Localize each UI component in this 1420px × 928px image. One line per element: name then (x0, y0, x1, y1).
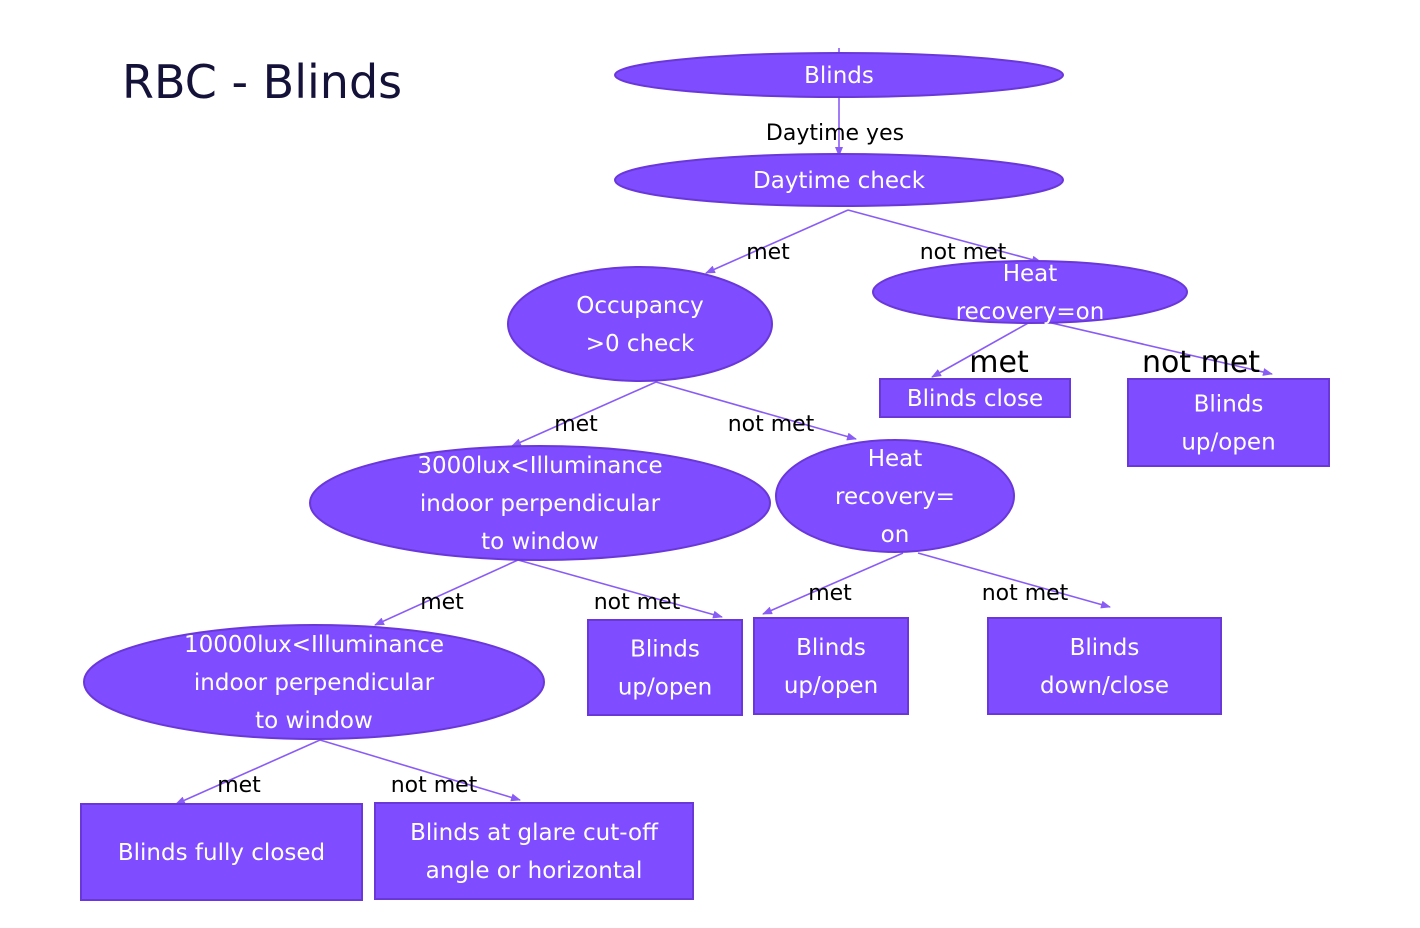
node-blinds-up-open-a: Blinds up/open (587, 619, 743, 716)
node-shape-blinds-up-open-right (1127, 378, 1330, 467)
node-blinds-up-open-right: Blinds up/open (1127, 378, 1330, 467)
node-blinds-fully-closed: Blinds fully closed (80, 803, 363, 901)
node-label-blinds-fully-closed-line-1: Blinds fully closed (118, 840, 325, 866)
edge-daytime-check-to-heat-recovery-top (847, 209, 1042, 264)
node-shape-blinds-glare (374, 802, 694, 900)
node-shape-daytime-check (614, 153, 1064, 207)
node-label-occupancy-check-line-1: Occupancy (576, 293, 704, 319)
node-label-blinds-glare-line-2: angle or horizontal (426, 858, 643, 884)
edge-label-heat-recovery-mid-to-blinds-down-close: not met (982, 581, 1069, 606)
node-label-blinds-up-open-b-line-1: Blinds (796, 635, 866, 661)
node-label-occupancy-check-line-2: >0 check (586, 331, 695, 357)
node-label-illuminance-10000-line-3: to window (255, 708, 373, 734)
edge-label-heat-recovery-top-to-blinds-close: met (969, 345, 1029, 380)
edge-occupancy-check-to-heat-recovery-mid (655, 381, 857, 441)
node-label-blinds-root-line-1: Blinds (804, 63, 874, 89)
edge-labels-layer: Daytime yes met not met met not met met not me… (217, 121, 1260, 798)
node-blinds-close: Blinds close (879, 378, 1071, 418)
node-label-blinds-down-close-line-2: down/close (1040, 673, 1169, 699)
node-shape-illuminance-10000 (83, 624, 545, 740)
node-shape-blinds-down-close (987, 617, 1222, 715)
edge-label-daytime-check-to-occupancy-check: met (746, 240, 790, 265)
node-label-blinds-up-open-a-line-2: up/open (618, 675, 712, 701)
node-label-blinds-down-close-line-1: Blinds (1070, 635, 1140, 661)
node-occupancy-check: Occupancy >0 check (507, 266, 773, 382)
node-label-illuminance-3000-line-1: 3000lux<Illuminance (417, 453, 662, 479)
node-label-blinds-up-open-a-line-1: Blinds (630, 637, 700, 663)
node-label-illuminance-10000-line-1: 10000lux<Illuminance (184, 632, 444, 658)
edges-layer (175, 48, 1273, 805)
node-label-daytime-check-line-1: Daytime check (753, 168, 926, 194)
edge-daytime-check-to-occupancy-check (705, 209, 849, 274)
edge-illuminance-10000-to-blinds-fully-closed (175, 739, 321, 805)
node-illuminance-10000: 10000lux<Illuminance indoor perpendicular… (83, 624, 545, 740)
node-blinds-up-open-b: Blinds up/open (753, 617, 909, 715)
node-heat-recovery-top: Heat recovery=on (872, 260, 1188, 325)
node-shape-blinds-root (614, 52, 1064, 98)
node-shape-blinds-up-open-a (587, 619, 743, 716)
node-label-heat-recovery-mid-line-1: Heat (868, 446, 923, 472)
node-shape-blinds-fully-closed (80, 803, 363, 901)
edge-label-illuminance-3000-to-blinds-up-open-a: not met (594, 590, 681, 615)
edge-heat-recovery-top-to-blinds-close (931, 321, 1031, 378)
node-label-blinds-up-open-right-line-2: up/open (1181, 430, 1275, 456)
node-illuminance-3000: 3000lux<Illuminance indoor perpendicular t… (309, 445, 771, 561)
node-heat-recovery-mid: Heat recovery= on (775, 439, 1015, 553)
edge-label-illuminance-10000-to-blinds-glare: not met (391, 773, 478, 798)
node-label-heat-recovery-top-line-1: Heat (1003, 261, 1058, 287)
nodes-layer: Blinds Daytime check Occupancy >0 check Heat… (80, 52, 1330, 901)
edge-label-occupancy-check-to-heat-recovery-mid: not met (728, 412, 815, 437)
edge-label-illuminance-10000-to-blinds-fully-closed: met (217, 773, 261, 798)
edge-label-heat-recovery-top-to-blinds-up-open-right: not met (1142, 345, 1260, 380)
node-label-heat-recovery-top-line-2: recovery=on (956, 299, 1105, 325)
node-blinds-glare: Blinds at glare cut-off angle or horizont… (374, 802, 694, 900)
edge-label-daytime-check-to-heat-recovery-top: not met (920, 240, 1007, 265)
node-shape-blinds-up-open-b (753, 617, 909, 715)
node-shape-occupancy-check (507, 266, 773, 382)
edge-heat-recovery-top-to-blinds-up-open-right (1029, 317, 1273, 376)
edge-heat-recovery-mid-to-blinds-up-open-b (762, 552, 904, 615)
node-label-heat-recovery-mid-line-3: on (881, 522, 910, 548)
node-label-blinds-glare-line-1: Blinds at glare cut-off (410, 820, 659, 846)
node-shape-heat-recovery-top (872, 260, 1188, 324)
node-label-illuminance-10000-line-2: indoor perpendicular (194, 670, 435, 696)
node-daytime-check: Daytime check (614, 153, 1064, 207)
node-label-heat-recovery-mid-line-2: recovery= (835, 484, 955, 510)
node-blinds-root: Blinds (614, 52, 1064, 98)
edge-label-heat-recovery-mid-to-blinds-up-open-b: met (808, 581, 852, 606)
node-label-illuminance-3000-line-2: indoor perpendicular (420, 491, 661, 517)
edge-label-illuminance-3000-to-illuminance-10000: met (420, 590, 464, 615)
node-label-blinds-close-line-1: Blinds close (907, 386, 1043, 412)
edge-illuminance-3000-to-blinds-up-open-a (517, 559, 723, 619)
edge-illuminance-10000-to-blinds-glare (319, 739, 521, 802)
edge-illuminance-3000-to-illuminance-10000 (374, 559, 519, 626)
node-shape-blinds-close (879, 378, 1071, 418)
edge-label-blinds-root-to-daytime-check: Daytime yes (766, 121, 904, 146)
edge-label-occupancy-check-to-illuminance-3000: met (554, 412, 598, 437)
node-shape-heat-recovery-mid (775, 439, 1015, 553)
node-label-blinds-up-open-b-line-2: up/open (784, 673, 878, 699)
node-blinds-down-close: Blinds down/close (987, 617, 1222, 715)
page-title: RBC - Blinds (122, 55, 402, 109)
node-label-illuminance-3000-line-3: to window (481, 529, 599, 555)
node-label-blinds-up-open-right-line-1: Blinds (1194, 392, 1264, 418)
node-shape-illuminance-3000 (309, 445, 771, 561)
edge-heat-recovery-mid-to-blinds-down-close (917, 552, 1111, 609)
edge-occupancy-check-to-illuminance-3000 (511, 381, 657, 447)
